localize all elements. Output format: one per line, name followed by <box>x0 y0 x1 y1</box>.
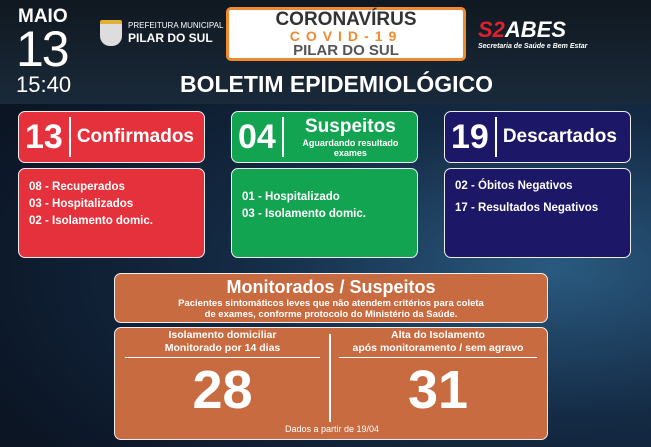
date-month: MAIO <box>18 6 68 27</box>
confirmed-count: 13 <box>19 117 71 157</box>
date-day: 13 <box>16 21 70 77</box>
monitor-desc-2: de exames, conforme protocolo do Ministé… <box>204 309 458 320</box>
discarded-details: 02 - Óbitos Negativos 17 - Resultados Ne… <box>444 168 631 258</box>
left-label-1: Isolamento domiciliar <box>168 329 277 341</box>
detail-item: 03 - Isolamento domic. <box>242 208 366 220</box>
discarded-count: 19 <box>445 117 497 157</box>
discharged-count: 31 <box>407 360 469 420</box>
confirmed-label: Confirmados <box>76 126 195 147</box>
right-label-2: após monitoramento / sem agravo <box>352 342 524 354</box>
home-isolation-count: 28 <box>192 360 253 420</box>
divider <box>329 334 331 422</box>
saabes-tagline: Secretaria de Saúde e Bem Estar <box>478 43 588 50</box>
confirmed-details: 08 - Recuperados 03 - Hospitalizados 02 … <box>18 168 205 258</box>
left-label-group: Isolamento domiciliar Monitorado por 14 … <box>125 329 320 358</box>
prefeitura-logo: PREFEITURA MUNICIPAL PILAR DO SUL <box>100 20 223 46</box>
detail-item: 08 - Recuperados <box>29 181 125 193</box>
right-label-1: Alta do Isolamento <box>391 329 485 341</box>
time: 15:40 <box>16 72 72 97</box>
crest-icon <box>100 20 122 46</box>
discarded-label: Descartados <box>502 126 617 147</box>
saabes-logo: S2ABES Secretaria de Saúde e Bem Estar <box>478 18 587 51</box>
detail-item: 02 - Isolamento domic. <box>29 215 153 227</box>
left-label-2: Monitorado por 14 dias <box>164 342 281 354</box>
detail-item: 02 - Óbitos Negativos <box>455 180 573 192</box>
suspects-sublabel: Aguardando resultado exames <box>302 138 399 158</box>
suspects-header: 04 Suspeitos Aguardando resultado exames <box>231 111 418 163</box>
suspects-count: 04 <box>232 117 284 157</box>
saabes-prefix: S2 <box>478 17 505 42</box>
title-box: CORONAVÍRUS COVID-19 PILAR DO SUL <box>226 7 466 61</box>
footnote: Dados a partir de 19/04 <box>284 424 380 434</box>
monitor-header: Monitorados / Suspeitos Pacientes sintom… <box>114 273 548 323</box>
bulletin-title: BOLETIM EPIDEMIOLÓGICO <box>180 71 494 97</box>
right-label-group: Alta do Isolamento após monitoramento / … <box>339 329 537 358</box>
detail-item: 17 - Resultados Negativos <box>455 202 599 214</box>
prefeitura-line1: PREFEITURA MUNICIPAL <box>128 21 224 30</box>
detail-item: 03 - Hospitalizados <box>29 198 134 210</box>
suspects-label-group: Suspeitos Aguardando resultado exames <box>284 116 417 158</box>
saabes-name: ABES <box>504 17 567 42</box>
prefeitura-line2: PILAR DO SUL <box>128 31 213 45</box>
confirmed-header: 13 Confirmados <box>18 111 205 163</box>
monitor-title: Monitorados / Suspeitos <box>226 277 436 297</box>
suspects-label: Suspeitos <box>305 116 396 137</box>
suspects-details: 01 - Hospitalizado 03 - Isolamento domic… <box>231 168 418 258</box>
detail-item: 01 - Hospitalizado <box>242 191 340 203</box>
discarded-header: 19 Descartados <box>444 111 631 163</box>
monitor-body: Isolamento domiciliar Monitorado por 14 … <box>114 327 548 440</box>
city: PILAR DO SUL <box>293 42 399 59</box>
title: CORONAVÍRUS <box>275 9 417 30</box>
subtitle: COVID-19 <box>289 28 403 44</box>
monitor-desc-1: Pacientes sintomáticos leves que não ate… <box>178 298 484 309</box>
